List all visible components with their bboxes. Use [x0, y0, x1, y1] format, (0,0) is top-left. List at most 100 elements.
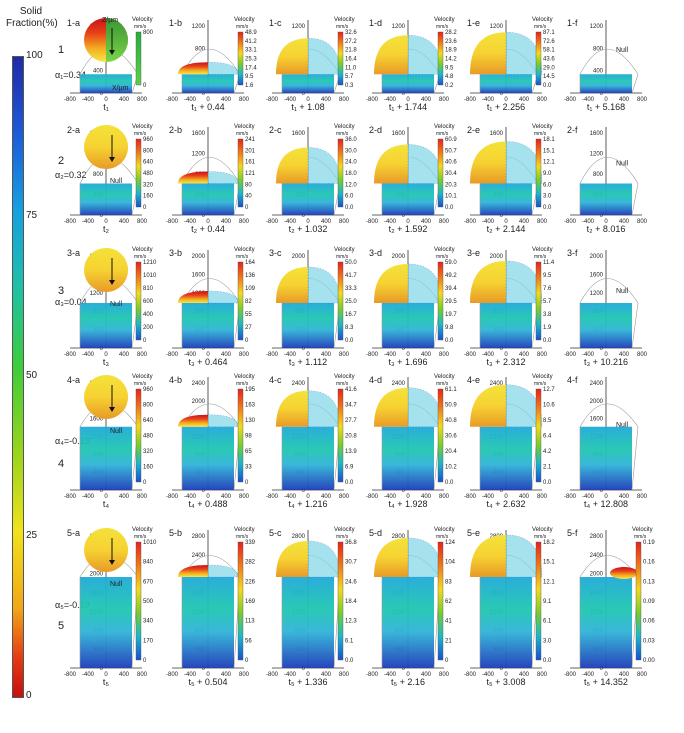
y-tick-5-b-0: 0	[202, 666, 206, 672]
velocity-scale-5-e-3: 9.1	[543, 599, 552, 605]
row-label-3: 3	[58, 285, 65, 297]
velocity-scale-2-e-4: 6.0	[543, 182, 552, 188]
velocity-scale-1-e-5: 14.5	[543, 74, 555, 80]
y-tick-2-f-3: 1200	[590, 152, 604, 158]
y-tick-2-d-4: 1600	[392, 131, 406, 137]
velocity-label-3-a: Velocity	[132, 247, 153, 253]
y-tick-5-a-0: 0	[100, 666, 104, 672]
solid-track-2-d	[382, 183, 434, 215]
velocity-scale-1-b-3: 25.3	[245, 57, 257, 63]
velocity-unit-1-b: mm/s	[236, 24, 249, 30]
velocity-scale-3-b-4: 55	[245, 312, 252, 318]
x-tick-4-b-2: 0	[206, 494, 210, 500]
velocity-unit-1-c: mm/s	[336, 24, 349, 30]
row-alpha-3: α₃=0.04	[55, 297, 87, 307]
time-label-5-f: t₅ + 14.352	[584, 677, 628, 687]
velocity-scale-3-c-4: 16.7	[345, 312, 357, 318]
velocity-scale-1-c-2: 21.8	[345, 48, 357, 54]
final-outline-2-f	[579, 156, 639, 216]
velocity-scale-2-d-6: 0.0	[445, 205, 454, 211]
velocity-scale-1-c-1: 27.2	[345, 39, 357, 45]
velocity-scale-1-d-2: 18.9	[445, 48, 457, 54]
x-tick-1-d-2: 0	[406, 97, 410, 103]
velocity-colorbar-4-e	[535, 388, 542, 483]
time-label-1-a: t₁	[103, 102, 109, 112]
velocity-scale-1-d-4: 9.5	[445, 65, 454, 71]
velocity-colorbar-5-a	[135, 541, 142, 661]
melt-left-4-e	[470, 384, 506, 427]
x-tick-3-f-1: -400	[582, 352, 595, 358]
time-label-3-f: t₃ + 10.216	[584, 357, 628, 367]
x-tick-5-d-0: -800	[366, 672, 379, 678]
solid-track-1-f	[580, 74, 632, 93]
velocity-scale-1-b-0: 48.9	[245, 30, 257, 36]
solid-fraction-colorbar	[12, 56, 24, 698]
velocity-scale-1-e-6: 0.0	[543, 83, 552, 89]
velocity-colorbar-1-c	[337, 31, 344, 86]
velocity-unit-2-c: mm/s	[336, 131, 349, 137]
panel-id-4-f: 4-f	[567, 375, 578, 385]
x-tick-3-f-2: 0	[604, 352, 608, 358]
y-tick-3-f-5: 2000	[590, 254, 604, 260]
solid-track-4-e	[480, 426, 532, 490]
y-tick-3-b-0: 0	[202, 346, 206, 352]
y-tick-3-c-5: 2000	[292, 254, 306, 260]
y-tick-4-f-5: 2000	[590, 399, 604, 405]
velocity-scale-3-a-6: 0	[143, 338, 147, 344]
velocity-scale-3-e-3: 5.7	[543, 299, 552, 305]
velocity-scale-3-c-1: 41.7	[345, 273, 357, 279]
y-tick-3-b-5: 2000	[192, 254, 206, 260]
y-tick-1-f-0: 0	[600, 91, 604, 97]
y-tick-4-f-6: 2400	[590, 381, 604, 387]
velocity-scale-3-d-6: 0.0	[445, 338, 454, 344]
panel-id-1-c: 1-c	[269, 18, 282, 28]
panel-5-a: 5-a040080012001600200024002800-800-40004…	[64, 527, 157, 687]
velocity-scale-3-d-2: 39.4	[445, 286, 457, 292]
velocity-label-3-b: Velocity	[234, 247, 255, 253]
velocity-field-4-b	[207, 414, 239, 427]
velocity-scale-4-a-3: 480	[143, 434, 154, 440]
y-tick-4-b-6: 2400	[192, 381, 206, 387]
y-tick-2-a-2: 800	[93, 172, 104, 178]
x-tick-4-e-4: 800	[537, 494, 548, 500]
x-tick-5-c-4: 800	[339, 672, 350, 678]
panel-2-c: 2-c040080012001600-800-4000400800Velocit…	[266, 124, 357, 234]
velocity-scale-2-a-5: 160	[143, 194, 154, 200]
velocity-field-5-d	[407, 537, 443, 578]
velocity-scale-5-a-6: 0	[143, 658, 147, 664]
x-tick-3-f-4: 800	[637, 352, 648, 358]
x-tick-4-d-4: 800	[439, 494, 450, 500]
velocity-scale-1-c-0: 32.6	[345, 30, 357, 36]
velocity-colorbar-1-e	[535, 31, 542, 86]
x-tick-3-d-4: 800	[439, 352, 450, 358]
velocity-scale-2-c-3: 18.0	[345, 171, 357, 177]
velocity-scale-3-e-2: 7.6	[543, 286, 552, 292]
velocity-scale-4-b-2: 130	[245, 418, 256, 424]
x-tick-1-a-4: 800	[137, 97, 148, 103]
velocity-scale-3-a-0: 1210	[143, 260, 157, 266]
x-tick-5-a-1: -400	[82, 672, 95, 678]
x-tick-5-e-1: -400	[482, 672, 495, 678]
x-tick-3-a-4: 800	[137, 352, 148, 358]
x-tick-2-d-2: 0	[406, 219, 410, 225]
velocity-scale-2-e-3: 9.0	[543, 171, 552, 177]
velocity-scale-3-c-0: 50.0	[345, 260, 357, 266]
solid-track-2-f	[580, 183, 632, 215]
x-tick-2-c-3: 400	[321, 219, 332, 225]
velocity-scale-3-c-2: 33.3	[345, 286, 357, 292]
y-tick-3-f-0: 0	[600, 346, 604, 352]
velocity-scale-5-b-3: 169	[245, 599, 256, 605]
y-tick-5-f-0: 0	[600, 666, 604, 672]
time-label-1-e: t₁ + 2.256	[487, 102, 525, 112]
solid-track-5-b	[182, 577, 234, 668]
velocity-scale-5-c-4: 12.3	[345, 619, 357, 625]
velocity-scale-5-d-2: 83	[445, 579, 452, 585]
panel-id-5-d: 5-d	[369, 528, 382, 538]
solid-fraction-title: Solid Fraction(%)	[6, 6, 58, 30]
panel-id-3-a: 3-a	[67, 248, 80, 258]
null-label-3-f: Null	[616, 288, 629, 295]
solid-fraction-tick-50: 50	[26, 370, 38, 381]
velocity-scale-4-b-1: 163	[245, 403, 256, 409]
velocity-colorbar-5-f	[635, 541, 642, 661]
velocity-scale-2-d-2: 40.6	[445, 160, 457, 166]
